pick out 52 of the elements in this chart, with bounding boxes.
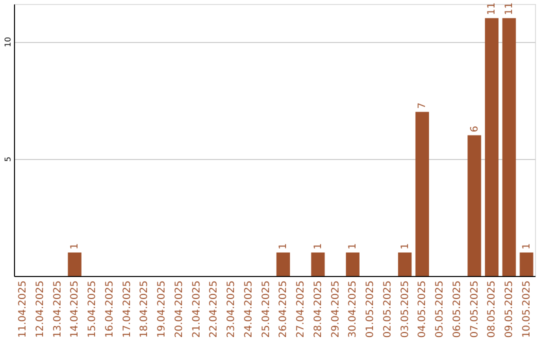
bar xyxy=(398,252,412,276)
x-tick-label: 29.04.2025 xyxy=(330,280,342,338)
x-tick-label: 23.04.2025 xyxy=(226,280,238,338)
x-tick-label: 05.05.2025 xyxy=(434,280,446,338)
bar xyxy=(276,252,290,276)
x-tick-label: 22.04.2025 xyxy=(208,280,220,338)
x-tick-label: 14.04.2025 xyxy=(70,280,81,338)
bar xyxy=(311,252,325,276)
x-tick-label: 01.05.2025 xyxy=(365,280,376,338)
x-tick-label: 10.05.2025 xyxy=(521,280,532,338)
x-tick-label: 21.04.2025 xyxy=(191,280,202,338)
x-tick-label: 19.04.2025 xyxy=(156,280,168,338)
x-tick-label: 17.04.2025 xyxy=(122,280,133,338)
bar xyxy=(520,252,534,276)
data-label: 7 xyxy=(417,102,428,109)
x-tick-label: 28.04.2025 xyxy=(312,280,324,338)
x-tick-label: 15.04.2025 xyxy=(87,280,98,338)
x-tick-label: 30.04.2025 xyxy=(348,280,359,338)
x-tick-label: 09.05.2025 xyxy=(504,280,516,338)
x-tick-label: 27.04.2025 xyxy=(296,280,307,338)
x-tick-label: 06.05.2025 xyxy=(452,280,463,338)
x-tick-label: 24.04.2025 xyxy=(243,280,254,338)
bar xyxy=(415,112,429,276)
x-tick-label: 08.05.2025 xyxy=(486,280,498,338)
data-label: 1 xyxy=(70,243,81,250)
x-tick-label: 02.05.2025 xyxy=(382,280,394,338)
x-tick-label: 13.04.2025 xyxy=(52,280,64,338)
x-tick-label: 07.05.2025 xyxy=(469,280,480,338)
y-tick-label: 10 xyxy=(4,36,12,48)
bar xyxy=(68,252,82,276)
data-label: 6 xyxy=(469,126,480,132)
x-tick-label: 11.04.2025 xyxy=(18,280,29,338)
x-tick-label: 16.04.2025 xyxy=(104,280,116,338)
data-label: 1 xyxy=(278,243,290,250)
x-tick-label: 20.04.2025 xyxy=(174,280,185,338)
data-label: 1 xyxy=(312,243,324,250)
data-label: 1 xyxy=(348,243,359,250)
y-tick-label: 5 xyxy=(4,156,12,162)
bar xyxy=(468,135,482,276)
x-tick-label: 12.04.2025 xyxy=(34,280,46,338)
data-label: 11 xyxy=(504,2,516,16)
x-tick-label: 18.04.2025 xyxy=(139,280,150,338)
x-tick-label: 25.04.2025 xyxy=(260,280,272,338)
x-tick-label: 03.05.2025 xyxy=(400,280,411,338)
bar xyxy=(502,18,516,276)
bar xyxy=(346,252,360,276)
data-label: 11 xyxy=(486,2,498,16)
data-label: 1 xyxy=(521,243,532,250)
x-tick-label: 26.04.2025 xyxy=(278,280,290,338)
data-label: 1 xyxy=(400,243,411,250)
x-tick-label: 04.05.2025 xyxy=(417,280,428,338)
bar xyxy=(484,18,499,276)
